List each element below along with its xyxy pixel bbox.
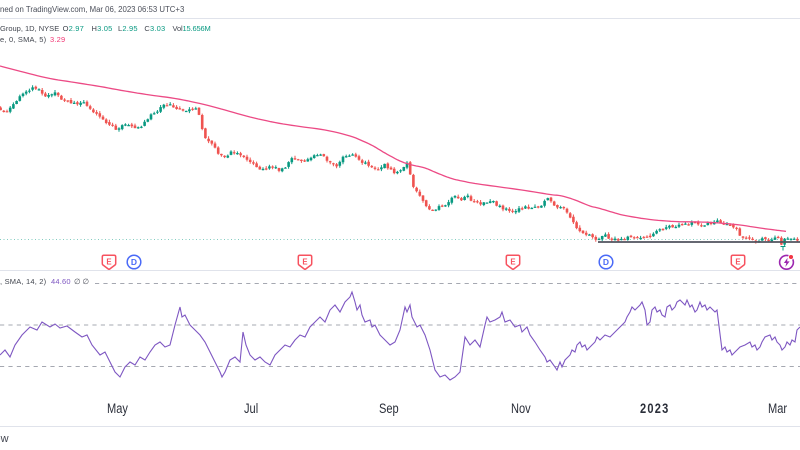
svg-text:E: E xyxy=(302,257,307,266)
svg-text:E: E xyxy=(510,257,515,266)
svg-text:D: D xyxy=(131,257,137,267)
svg-text:E: E xyxy=(735,257,740,266)
svg-text:E: E xyxy=(106,257,111,266)
svg-text:D: D xyxy=(603,257,609,267)
